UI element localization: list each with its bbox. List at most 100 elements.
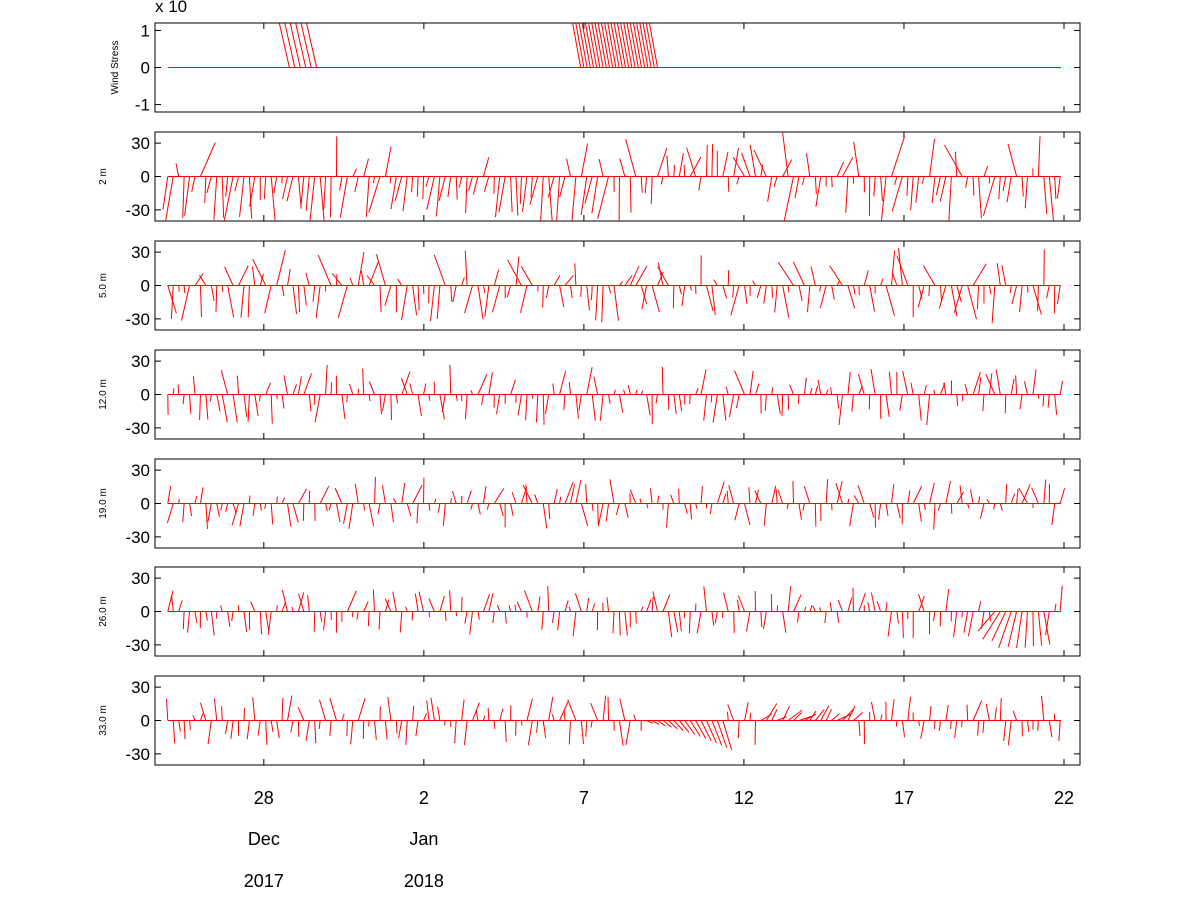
vector-stick	[239, 176, 245, 218]
vector-stick	[696, 611, 702, 634]
vector-stick	[227, 285, 235, 318]
vector-stick	[741, 152, 751, 177]
vector-stick	[754, 383, 760, 395]
vector-stick	[782, 131, 789, 177]
vector-stick	[426, 700, 430, 721]
vector-stick	[998, 176, 1001, 200]
vector-stick	[254, 394, 259, 417]
vector-stick	[880, 278, 884, 286]
vector-stick	[619, 158, 626, 177]
vector-stick	[888, 371, 892, 395]
vector-stick	[384, 598, 392, 612]
vector-stick	[1012, 710, 1018, 721]
vector-stick	[297, 707, 305, 721]
vector-stick	[847, 498, 850, 504]
vector-stick	[298, 593, 305, 612]
vector-stick	[367, 611, 370, 627]
vector-stick	[482, 715, 486, 721]
vector-stick	[876, 601, 882, 612]
vector-stick	[276, 720, 280, 739]
vector-stick	[1043, 176, 1048, 215]
vector-stick	[606, 597, 610, 612]
vector-stick	[1059, 585, 1063, 612]
vector-stick	[959, 485, 963, 504]
vector-stick	[572, 23, 582, 68]
vector-stick	[646, 599, 652, 612]
vector-stick	[368, 503, 375, 527]
vector-stick	[594, 23, 604, 68]
vector-stick	[287, 503, 292, 527]
vector-stick	[542, 720, 547, 739]
vector-stick	[559, 370, 567, 395]
vector-stick	[722, 394, 727, 421]
vector-stick	[899, 394, 903, 411]
vector-stick	[782, 611, 787, 633]
vector-stick	[601, 23, 610, 68]
vector-stick	[885, 285, 895, 316]
vector-stick	[728, 394, 735, 418]
vector-stick	[455, 394, 458, 402]
vector-stick	[678, 488, 680, 504]
vector-stick	[470, 390, 473, 395]
vector-stick	[1054, 394, 1058, 415]
vector-stick	[700, 486, 703, 504]
vector-stick	[422, 176, 425, 200]
vector-stick	[950, 285, 958, 317]
vector-stick	[580, 503, 589, 527]
vector-stick	[499, 503, 504, 517]
vector-stick	[425, 176, 430, 187]
vector-stick	[571, 176, 577, 222]
vector-stick	[920, 720, 925, 739]
vector-stick	[837, 599, 843, 612]
vector-stick	[917, 285, 925, 308]
vector-stick	[618, 720, 624, 746]
vector-stick	[166, 503, 174, 524]
vector-stick	[259, 503, 262, 511]
vector-stick	[590, 702, 599, 721]
vector-stick	[477, 374, 488, 395]
vector-stick	[334, 487, 343, 504]
vector-stick	[239, 503, 245, 527]
vector-stick	[303, 285, 307, 306]
vector-stick	[819, 607, 822, 612]
vector-stick	[953, 285, 963, 313]
vector-stick	[194, 272, 204, 286]
vector-stick	[463, 720, 468, 746]
vector-stick	[348, 503, 354, 530]
vector-stick	[972, 372, 981, 395]
vector-stick	[809, 710, 817, 721]
vector-stick	[381, 485, 386, 504]
vector-stick	[411, 176, 414, 193]
vector-stick	[481, 394, 484, 406]
vector-stick	[1007, 143, 1018, 177]
vector-stick	[439, 394, 445, 420]
vector-stick	[1042, 394, 1045, 407]
vector-stick	[1037, 394, 1040, 400]
vector-stick	[670, 494, 675, 504]
vector-stick	[1056, 176, 1061, 199]
vector-stick	[825, 708, 832, 721]
vector-stick	[328, 503, 332, 511]
vector-stick	[384, 720, 388, 740]
vector-stick	[469, 611, 474, 635]
vector-stick	[482, 486, 487, 504]
vector-stick	[374, 720, 377, 741]
vector-stick	[464, 250, 468, 286]
vector-stick	[449, 590, 452, 612]
vector-stick	[646, 503, 649, 509]
vector-stick	[221, 176, 225, 218]
vector-stick	[220, 370, 229, 395]
vector-stick	[613, 285, 619, 321]
vector-stick	[458, 176, 463, 188]
vector-stick	[863, 270, 869, 286]
vector-stick	[744, 285, 748, 304]
vector-stick	[525, 484, 528, 504]
vector-stick	[650, 176, 653, 205]
vector-stick	[689, 285, 692, 291]
vector-stick	[292, 503, 299, 523]
vector-stick	[777, 261, 794, 286]
vector-stick	[516, 601, 522, 612]
vector-stick	[384, 285, 392, 306]
vector-stick	[564, 600, 569, 612]
vector-stick	[221, 285, 224, 292]
